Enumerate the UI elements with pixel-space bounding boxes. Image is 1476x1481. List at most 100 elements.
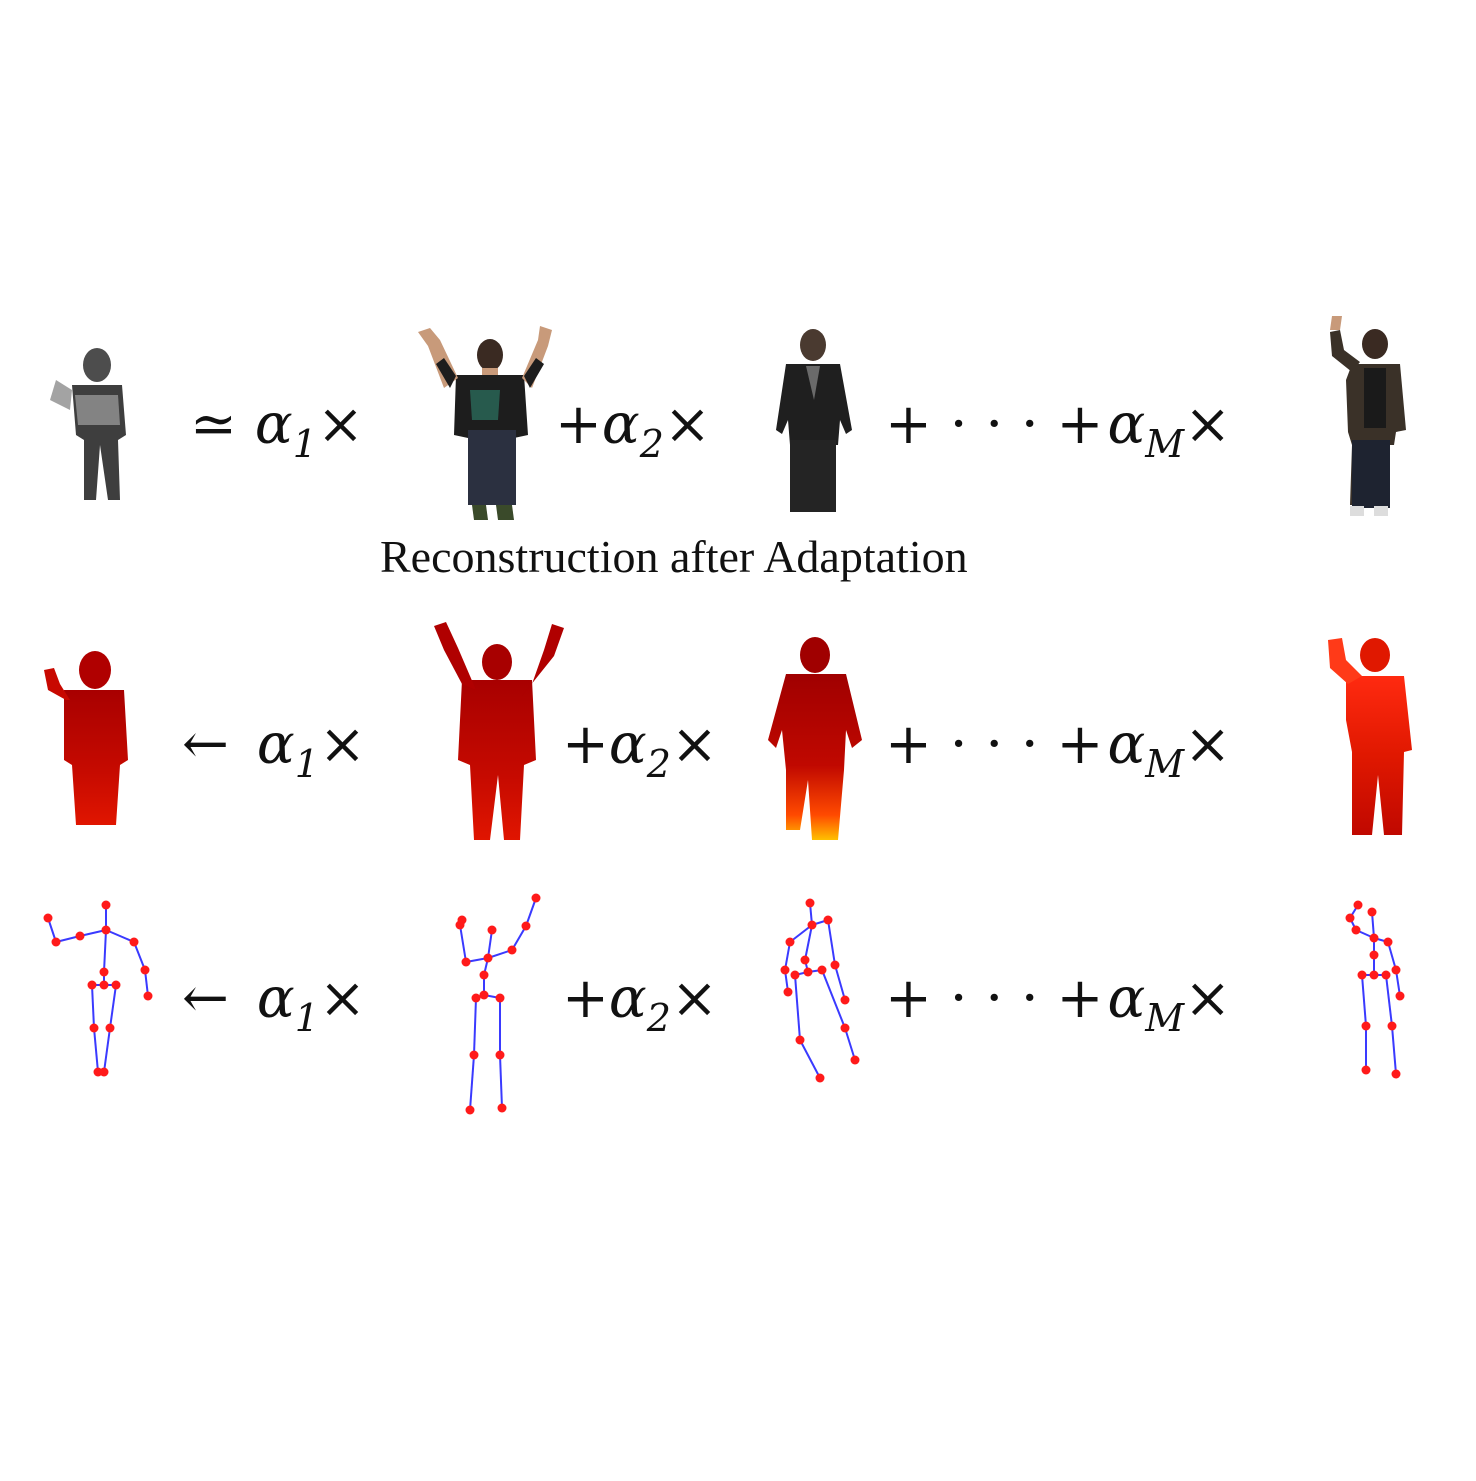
skeleton-joint	[497, 1103, 507, 1113]
skeleton-bone	[133, 941, 146, 971]
skeleton-joint	[805, 898, 815, 908]
skeleton-joint	[99, 967, 109, 977]
skeleton-bone	[103, 929, 107, 973]
skeleton-bone	[799, 1039, 821, 1079]
depth-person-suit	[768, 637, 862, 840]
times-symbol: ×	[1184, 712, 1232, 777]
skeleton-bone	[499, 1054, 503, 1109]
depth-person-arms-up	[434, 622, 564, 840]
equation-term-m-depth: + · · · + αM×	[885, 712, 1231, 786]
coef-alpha-m: α	[1107, 712, 1146, 777]
skeleton-joint	[479, 990, 489, 1000]
skeleton-joint	[1361, 1021, 1371, 1031]
skeleton-joint	[783, 987, 793, 997]
coef-alpha-m: α	[1107, 392, 1146, 457]
skeleton-joint	[75, 931, 85, 941]
skeleton-joint	[471, 993, 481, 1003]
plus-symbol: +	[562, 966, 609, 1031]
equation-row-depth: ← α1×	[182, 712, 366, 786]
coef-alpha-2: α	[608, 712, 647, 777]
equation-term-m-rgb: + · · · + αM×	[885, 392, 1231, 466]
skeleton-joint	[89, 1023, 99, 1033]
skeleton-joint	[1387, 1021, 1397, 1031]
ellipsis-sum: + · · · +	[885, 712, 1104, 777]
skeleton-joint	[790, 970, 800, 980]
equation-term-2-depth: +α2×	[562, 712, 718, 786]
skeleton-bone	[93, 1027, 99, 1073]
skeleton-joint	[817, 965, 827, 975]
coef-alpha-1: α	[256, 712, 295, 777]
skeleton-joint	[815, 1073, 825, 1083]
rgb-person-waving	[1330, 316, 1406, 516]
skeleton-joint	[807, 920, 817, 930]
skeleton-joint	[101, 925, 111, 935]
caption-reconstruction: Reconstruction after Adaptation	[380, 531, 968, 582]
times-symbol: ×	[1184, 392, 1232, 457]
skeleton-joint	[129, 937, 139, 947]
times-symbol: ×	[670, 712, 718, 777]
skeleton-bone	[525, 897, 537, 927]
skeleton-bone	[459, 924, 467, 963]
skeleton-bone	[827, 919, 836, 966]
skeleton-joint	[1381, 970, 1391, 980]
skeleton-joint	[850, 1055, 860, 1065]
skeleton-joint	[1391, 965, 1401, 975]
skeleton-waving	[1345, 900, 1405, 1079]
skeleton-joint	[1383, 937, 1393, 947]
skeleton-joint	[840, 995, 850, 1005]
rgb-person-suit	[776, 329, 852, 512]
skeleton-joint	[800, 955, 810, 965]
skeleton-joint	[1361, 1065, 1371, 1075]
plus-symbol: +	[555, 392, 602, 457]
skeleton-joint	[465, 1105, 475, 1115]
ellipsis-sum: + · · · +	[885, 392, 1104, 457]
skeleton-joint	[780, 965, 790, 975]
skeleton-joint	[87, 980, 97, 990]
skeleton-bone	[784, 941, 791, 971]
skeleton-joint	[105, 1023, 115, 1033]
ellipsis-sum: + · · · +	[885, 966, 1104, 1031]
skeleton-bone	[1385, 974, 1393, 1027]
skeleton-bone	[821, 969, 846, 1029]
coef-alpha-m: α	[1107, 966, 1146, 1031]
skeleton-joint	[1369, 933, 1379, 943]
equation-term-2-skeleton: +α2×	[562, 966, 718, 1040]
skeleton-query	[43, 900, 153, 1077]
skeleton-joint	[1367, 907, 1377, 917]
coef-alpha-2: α	[601, 392, 640, 457]
skeleton-bone	[789, 924, 813, 943]
skeleton-bone	[91, 984, 95, 1029]
skeleton-bone	[105, 929, 135, 943]
skeleton-joint	[785, 937, 795, 947]
skeleton-bone	[109, 984, 117, 1029]
coef-sub-1: 1	[292, 422, 317, 466]
skeleton-bone	[844, 1027, 856, 1061]
depth-query-person	[44, 651, 128, 825]
skeleton-joint	[803, 967, 813, 977]
times-symbol: ×	[1184, 966, 1232, 1031]
coef-sub-2: 2	[646, 996, 671, 1040]
skeleton-joint	[457, 915, 467, 925]
skeleton-joint	[1357, 970, 1367, 980]
skeleton-figures	[43, 893, 1405, 1115]
skeleton-joint	[840, 1023, 850, 1033]
skeleton-bone	[794, 974, 801, 1041]
coef-sub-m: M	[1145, 422, 1185, 466]
coef-sub-1: 1	[294, 742, 319, 786]
skeleton-joint	[43, 913, 53, 923]
rgb-person-arms-up	[418, 326, 552, 520]
skeleton-joint	[143, 991, 153, 1001]
skeleton-joint	[1369, 950, 1379, 960]
skeleton-joint	[51, 937, 61, 947]
equation-row-skeleton: ← α1×	[182, 966, 366, 1040]
skeleton-bone	[511, 925, 527, 951]
skeleton-bone	[487, 929, 493, 959]
skeleton-joint	[495, 993, 505, 1003]
coef-alpha-1: α	[254, 392, 293, 457]
relation-symbol: ←	[182, 712, 229, 777]
skeleton-arms-up	[455, 893, 541, 1115]
skeleton-bone	[1361, 974, 1367, 1027]
times-symbol: ×	[318, 712, 366, 777]
